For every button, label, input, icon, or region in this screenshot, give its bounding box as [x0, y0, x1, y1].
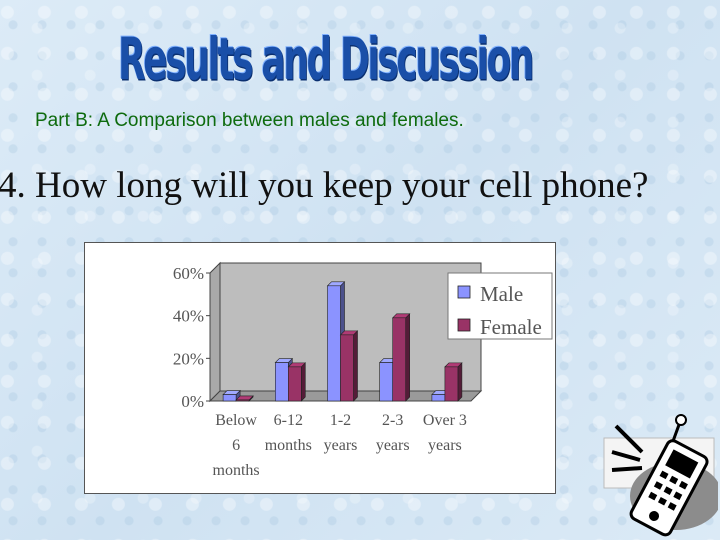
bar-female	[392, 317, 407, 402]
bar-female	[288, 366, 302, 402]
bar-female	[235, 399, 250, 402]
y-tick-label: 0%	[181, 392, 204, 411]
bar-side	[457, 362, 463, 402]
chart-side-wall	[209, 261, 221, 403]
x-tick-label: Below 6 months	[213, 412, 260, 479]
cell-phone-icon	[603, 414, 718, 537]
x-tick-label: 6-12 months	[265, 412, 312, 454]
question-heading: 4. How long will you keep your cell phon…	[0, 165, 649, 206]
bar-male	[431, 394, 446, 402]
slide-subtitle: Part B: A Comparison between males and f…	[35, 110, 464, 131]
x-tick-label: 1-2 years	[324, 412, 358, 454]
bar-side	[301, 362, 306, 402]
y-tick-label: 60%	[173, 264, 204, 283]
legend-swatch	[457, 318, 471, 332]
bar-side	[405, 313, 411, 402]
legend-label: Female	[480, 315, 542, 339]
bar-male	[222, 394, 237, 402]
legend-swatch	[457, 285, 471, 299]
bar-female	[444, 366, 459, 402]
bar-male	[275, 362, 289, 402]
chart-container: 0% 20% 40% 60% Below 6 months 6-12 months 1-2 year…	[84, 242, 556, 494]
x-tick-label: Over 3 years	[423, 412, 467, 454]
slide-title: Results and Discussion	[117, 25, 534, 93]
bar-male	[327, 285, 341, 402]
bar-male	[379, 362, 394, 402]
bar-female	[340, 334, 354, 402]
y-tick-label: 40%	[173, 307, 204, 326]
legend-label: Male	[480, 282, 523, 306]
bar-side	[353, 330, 358, 402]
x-tick-label: 2-3 years	[376, 412, 410, 454]
y-tick-label: 20%	[173, 349, 204, 368]
